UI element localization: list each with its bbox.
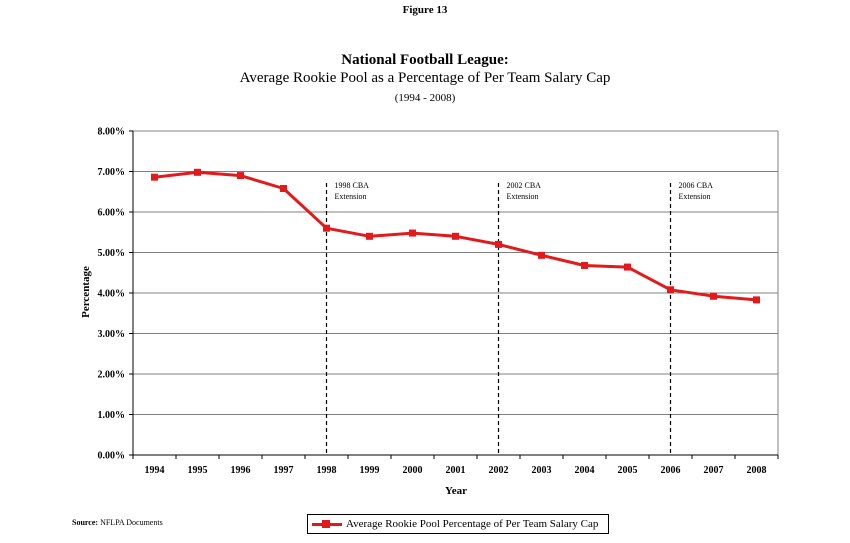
- axes: 0.00% 1.00% 2.00% 3.00% 4.00% 5.00% 6.00% 7.00%…: [98, 127, 779, 476]
- data-point: [237, 172, 244, 180]
- x-tick-label: 2001: [446, 465, 466, 476]
- annotation-label: 1998 CBA: [335, 181, 370, 190]
- chart-date-range: (1994 - 2008): [394, 92, 456, 104]
- data-point: [710, 292, 717, 300]
- y-tick-label: 3.00%: [98, 329, 126, 340]
- data-point: [280, 185, 287, 193]
- y-tick-label: 2.00%: [98, 370, 126, 381]
- annotation-label: Extension: [507, 192, 539, 201]
- annotations: 1998 CBA Extension 2002 CBA Extension 2006 C…: [325, 181, 714, 455]
- y-tick-label: 4.00%: [98, 289, 126, 300]
- legend-swatch: [312, 518, 342, 530]
- x-tick-label: 1995: [188, 465, 208, 476]
- y-tick-label: 7.00%: [98, 167, 126, 178]
- x-tick-label: 1994: [145, 465, 165, 476]
- annotation-label: 2002 CBA: [507, 181, 542, 190]
- data-point: [581, 261, 588, 269]
- x-tick-label: 2005: [618, 465, 638, 476]
- y-tick-label: 6.00%: [98, 208, 126, 219]
- x-tick-label: 2008: [747, 465, 767, 476]
- y-tick-label: 1.00%: [98, 410, 126, 421]
- data-point: [624, 263, 631, 271]
- data-point: [151, 173, 158, 181]
- x-tick-label: 2002: [489, 465, 509, 476]
- source-text: NFLPA Documents: [100, 518, 163, 527]
- data-point: [452, 232, 459, 240]
- x-tick-label: 2004: [575, 465, 595, 476]
- data-point: [194, 168, 201, 176]
- chart-title: National Football League:: [341, 52, 509, 68]
- data-point: [753, 296, 760, 304]
- x-axis-label: Year: [445, 485, 467, 497]
- x-tick-label: 1999: [360, 465, 380, 476]
- x-tick-label: 2003: [532, 465, 552, 476]
- series: [151, 168, 760, 304]
- x-tick-label: 1997: [274, 465, 294, 476]
- data-point: [323, 224, 330, 232]
- data-point: [409, 229, 416, 237]
- y-tick-label: 0.00%: [98, 451, 126, 462]
- annotation-label: Extension: [679, 192, 711, 201]
- gridlines: [133, 130, 779, 456]
- legend: Average Rookie Pool Percentage of Per Te…: [307, 514, 609, 534]
- chart-subtitle: Average Rookie Pool as a Percentage of P…: [239, 70, 611, 86]
- data-point: [366, 232, 373, 240]
- y-tick-label: 5.00%: [98, 248, 126, 259]
- x-tick-label: 1996: [231, 465, 251, 476]
- data-point: [495, 240, 502, 248]
- legend-label: Average Rookie Pool Percentage of Per Te…: [346, 518, 599, 530]
- x-tick-label: 1998: [317, 465, 337, 476]
- source-note: Source: NFLPA Documents: [72, 518, 163, 527]
- annotation-label: 2006 CBA: [679, 181, 714, 190]
- y-tick-label: 8.00%: [98, 127, 126, 138]
- annotation-label: Extension: [335, 192, 367, 201]
- data-point: [538, 251, 545, 259]
- data-point: [667, 286, 674, 294]
- x-tick-label: 2006: [661, 465, 681, 476]
- figure-label: Figure 13: [402, 4, 448, 16]
- x-tick-label: 2007: [704, 465, 724, 476]
- y-axis-label: Percentage: [80, 266, 92, 318]
- x-tick-label: 2000: [403, 465, 423, 476]
- source-label: Source:: [72, 518, 99, 527]
